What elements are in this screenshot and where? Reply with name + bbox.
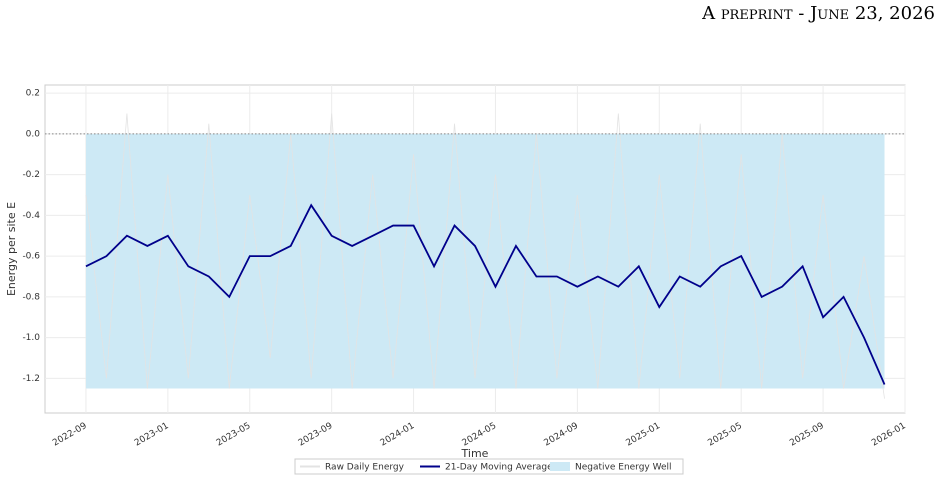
legend: Raw Daily Energy 21-Day Moving Average Neg… <box>294 458 684 475</box>
y-tick-label: -0.6 <box>22 252 40 262</box>
y-tick-label: 0.2 <box>26 89 40 99</box>
y-tick-label: -1.0 <box>22 333 40 343</box>
x-tick-label: 2023-05 <box>215 421 253 448</box>
y-tick-label: 0.0 <box>26 129 41 139</box>
legend-label: Negative Energy Well <box>575 463 672 473</box>
y-tick-label: -0.8 <box>22 292 40 302</box>
x-tick-label: 2022-09 <box>51 421 89 449</box>
x-tick-label: 2023-01 <box>133 421 171 448</box>
y-tick-label: -1.2 <box>22 374 40 384</box>
y-axis-label: Energy per site E <box>5 202 18 296</box>
x-tick-label: 2025-01 <box>624 421 662 448</box>
x-tick-label: 2023-09 <box>297 421 335 449</box>
legend-label: 21-Day Moving Average <box>445 463 553 473</box>
x-tick-label: 2024-01 <box>379 421 417 448</box>
well-area <box>85 133 885 389</box>
x-tick-label: 2024-09 <box>543 421 581 449</box>
y-tick-label: -0.2 <box>22 170 40 180</box>
y-tick-label: -0.4 <box>22 211 40 221</box>
x-tick-label: 2024-05 <box>461 421 499 448</box>
legend-label: Raw Daily Energy <box>325 463 405 473</box>
x-tick-label: 2025-05 <box>706 421 744 448</box>
x-tick-label: 2026-01 <box>870 421 908 448</box>
series-line <box>85 113 885 399</box>
legend-box <box>294 458 684 475</box>
x-tick-label: 2025-09 <box>788 421 826 449</box>
series-line <box>85 203 886 385</box>
page-header: A preprint - June 23, 2026 <box>701 3 935 24</box>
legend-swatch <box>550 462 570 471</box>
x-axis-label: Time <box>461 447 489 460</box>
